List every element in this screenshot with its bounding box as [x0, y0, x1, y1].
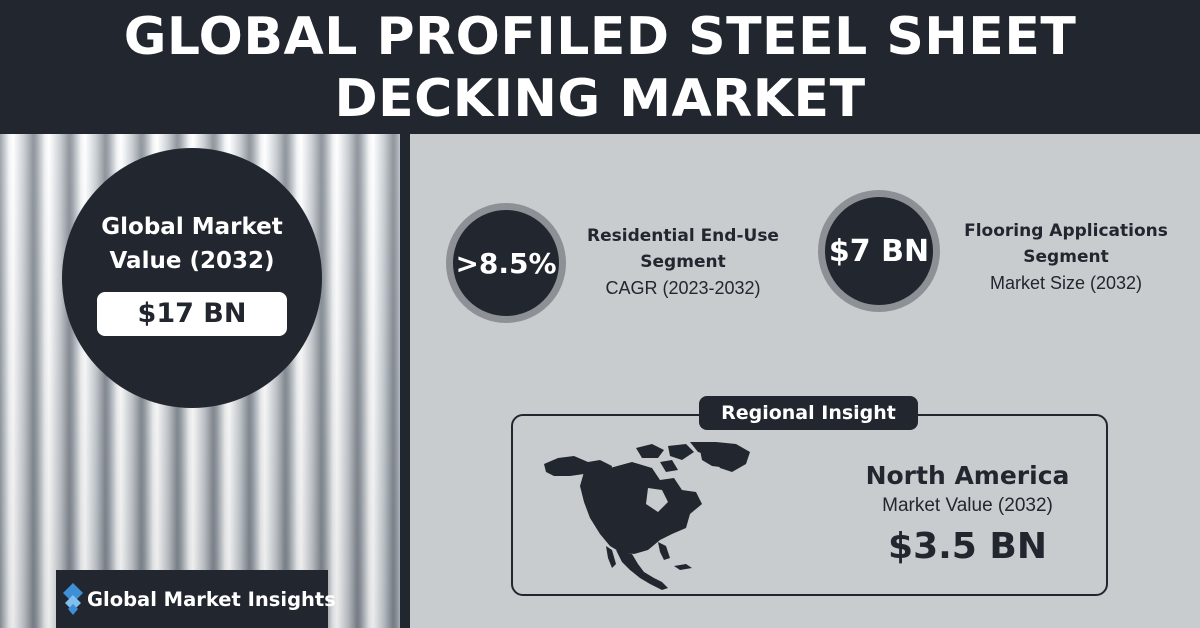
diamond-logo-icon	[63, 583, 83, 615]
logo-text: Global Market Insights	[87, 587, 336, 611]
residential-segment-subtitle: CAGR (2023-2032)	[605, 278, 761, 298]
residential-segment-text: Residential End-Use Segment CAGR (2023-2…	[572, 223, 794, 301]
flooring-segment-text: Flooring Applications Segment Market Siz…	[946, 218, 1186, 296]
page-title-line-2: DECKING MARKET	[334, 69, 866, 129]
panel-divider	[400, 134, 410, 628]
residential-segment-title-2: Segment	[640, 252, 726, 272]
global-market-value: $17 BN	[97, 292, 287, 336]
residential-segment-title-1: Residential End-Use	[587, 226, 779, 246]
flooring-segment-title-2: Segment	[1023, 247, 1109, 267]
region-value: $3.5 BN	[888, 526, 1047, 567]
company-logo: Global Market Insights	[56, 570, 336, 628]
regional-insight-label: Regional Insight	[699, 396, 918, 430]
region-name: North America	[865, 461, 1070, 490]
global-market-label: Global Market Value (2032)	[101, 214, 283, 274]
regional-insight-text: North America Market Value (2032) $3.5 B…	[845, 460, 1090, 574]
header-banner: GLOBAL PROFILED STEEL SHEET DECKING MARK…	[0, 0, 1200, 134]
flooring-segment-subtitle: Market Size (2032)	[989, 273, 1143, 293]
north-america-map-icon	[544, 442, 750, 590]
page-title-line-1: GLOBAL PROFILED STEEL SHEET	[123, 7, 1077, 67]
region-metric: Market Value (2032)	[882, 495, 1053, 516]
global-market-circle: Global Market Value (2032) $17 BN	[62, 148, 322, 408]
flooring-segment-title-1: Flooring Applications	[964, 221, 1168, 241]
residential-cagr-circle: >8.5%	[446, 203, 566, 323]
flooring-size-circle: $7 BN	[818, 190, 940, 312]
